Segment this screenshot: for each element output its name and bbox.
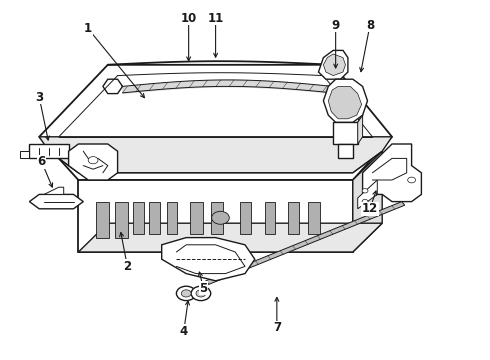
Text: 9: 9 xyxy=(332,19,340,32)
Bar xyxy=(167,202,177,234)
Text: 4: 4 xyxy=(180,325,188,338)
Bar xyxy=(211,202,223,234)
Bar xyxy=(133,202,144,234)
Polygon shape xyxy=(78,180,353,252)
Polygon shape xyxy=(162,238,255,281)
Polygon shape xyxy=(318,50,348,79)
Circle shape xyxy=(88,157,98,164)
Bar xyxy=(115,202,128,238)
Bar xyxy=(308,202,320,234)
Circle shape xyxy=(212,211,229,224)
Text: 6: 6 xyxy=(38,156,46,168)
Circle shape xyxy=(191,286,211,301)
Bar xyxy=(240,202,251,234)
Polygon shape xyxy=(20,151,29,158)
Polygon shape xyxy=(338,144,353,158)
Polygon shape xyxy=(323,54,345,76)
Circle shape xyxy=(181,290,191,297)
Polygon shape xyxy=(353,151,382,252)
Polygon shape xyxy=(69,144,118,180)
Polygon shape xyxy=(358,180,377,209)
Polygon shape xyxy=(206,202,405,284)
Polygon shape xyxy=(44,187,64,194)
Text: 1: 1 xyxy=(84,22,92,35)
Polygon shape xyxy=(69,151,78,158)
Text: 3: 3 xyxy=(35,91,43,104)
Circle shape xyxy=(408,177,416,183)
Polygon shape xyxy=(328,86,362,119)
Text: 7: 7 xyxy=(273,321,281,334)
Circle shape xyxy=(362,189,368,193)
Text: 8: 8 xyxy=(366,19,374,32)
Text: 5: 5 xyxy=(199,282,207,294)
Circle shape xyxy=(362,199,368,204)
Polygon shape xyxy=(363,144,421,202)
Circle shape xyxy=(196,290,206,297)
Polygon shape xyxy=(29,194,83,209)
Polygon shape xyxy=(39,65,392,180)
Bar xyxy=(190,202,203,234)
Text: 11: 11 xyxy=(207,12,224,24)
Bar xyxy=(265,202,275,234)
Polygon shape xyxy=(78,223,382,252)
Bar xyxy=(288,202,299,234)
Circle shape xyxy=(176,286,196,301)
Polygon shape xyxy=(29,144,69,158)
Text: 10: 10 xyxy=(180,12,197,24)
Text: 12: 12 xyxy=(362,202,378,215)
Polygon shape xyxy=(39,137,392,173)
Polygon shape xyxy=(333,122,358,144)
Polygon shape xyxy=(323,79,368,122)
Bar xyxy=(149,202,160,234)
Bar xyxy=(96,202,109,238)
Polygon shape xyxy=(358,115,363,144)
Text: 2: 2 xyxy=(123,260,131,273)
